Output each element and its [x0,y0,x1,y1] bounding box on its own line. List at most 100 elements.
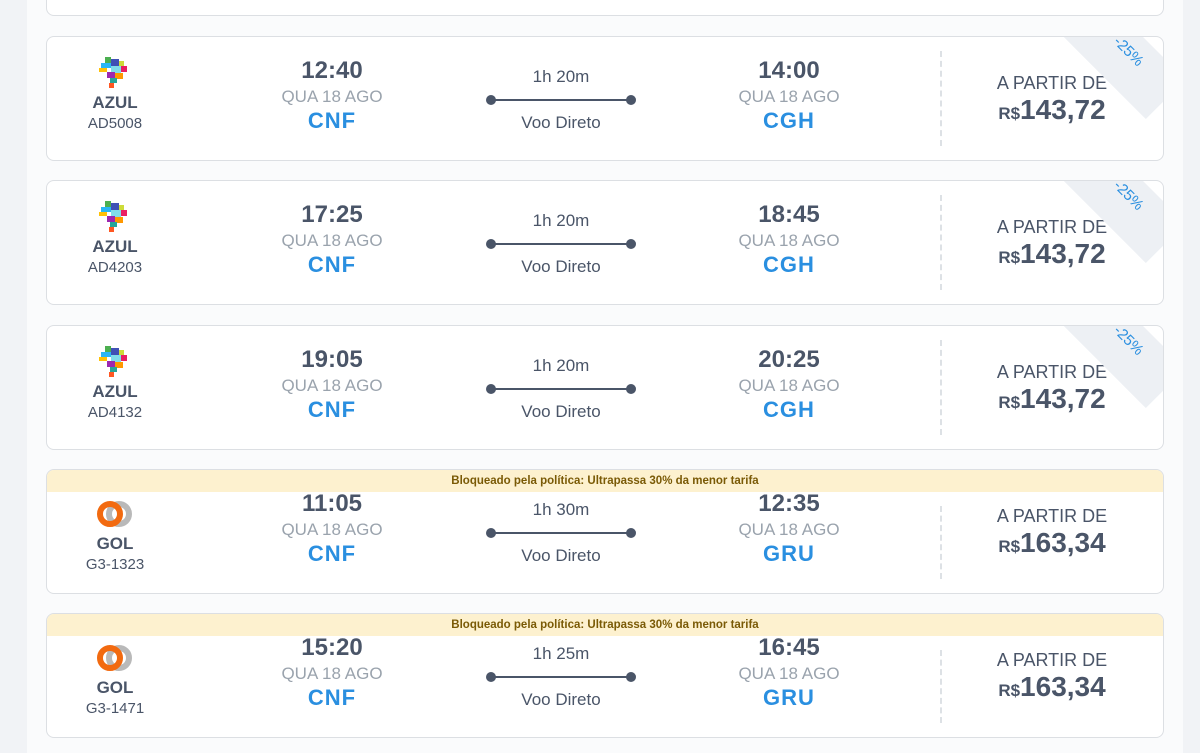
airline-name: AZUL [92,93,138,112]
currency: R$ [998,104,1021,123]
flight-type: Voo Direto [521,690,601,709]
departure-airport: CNF [307,685,357,710]
route-line [486,239,636,249]
price: R$163,34 [947,527,1157,559]
divider [940,51,942,146]
departure: 17:25 QUA 18 AGO CNF [252,201,412,278]
azul-logo-icon [99,201,127,232]
departure-date: QUA 18 AGO [281,376,383,395]
departure-time: 15:20 [301,634,363,661]
airline-logo [83,496,147,532]
departure: 15:20 QUA 18 AGO CNF [252,634,412,711]
airline-logo [83,55,147,91]
price-label: A PARTIR DE [996,650,1108,670]
duration: 1h 25m [532,644,590,663]
arrival-date: QUA 18 AGO [738,87,840,106]
price-label: A PARTIR DE [996,217,1108,237]
arrival: 16:45 QUA 18 AGO GRU [709,634,869,711]
route-line [486,95,636,105]
duration: 1h 20m [532,67,590,86]
airline-name: GOL [96,534,134,553]
departure-date: QUA 18 AGO [281,520,383,539]
flight-card[interactable]: AZUL AD4132 19:05 QUA 18 AGO CNF 1h 20m … [46,325,1164,450]
arrival-airport: CGH [763,252,815,277]
price-block[interactable]: A PARTIR DE R$163,34 [947,650,1157,703]
arrival-time: 14:00 [758,57,820,84]
airline-name: GOL [96,678,134,697]
flight-duration: 1h 30m Voo Direto [486,500,636,566]
departure-time: 17:25 [301,201,363,228]
airline-name: AZUL [92,382,138,401]
flight-type: Voo Direto [521,113,601,132]
flight-duration: 1h 20m Voo Direto [486,356,636,422]
price-block[interactable]: A PARTIR DE R$163,34 [947,506,1157,559]
price-value: 143,72 [1020,383,1106,414]
arrival-airport: GRU [763,685,815,710]
currency: R$ [998,393,1021,412]
arrival-time: 12:35 [758,490,820,517]
arrival-date: QUA 18 AGO [738,520,840,539]
flight-card[interactable]: Bloqueado pela política: Ultrapassa 30% … [46,613,1164,738]
arrival-time: 16:45 [758,634,820,661]
arrival: 14:00 QUA 18 AGO CGH [709,57,869,134]
flight-number: AD5008 [87,115,143,132]
departure-time: 11:05 [301,490,363,517]
flight-number: AD4132 [87,404,143,421]
flight-duration: 1h 25m Voo Direto [486,644,636,710]
price-value: 143,72 [1020,238,1106,269]
currency: R$ [998,537,1021,556]
flight-number: G3-1323 [85,556,145,573]
flight-card[interactable]: AZUL AD4203 17:25 QUA 18 AGO CNF 1h 20m … [46,180,1164,305]
divider [940,195,942,290]
price-block[interactable]: A PARTIR DE R$143,72 [947,217,1157,270]
gol-logo-icon [97,501,132,527]
policy-blocked-banner: Bloqueado pela política: Ultrapassa 30% … [47,614,1163,636]
departure-airport: CNF [307,541,357,566]
price-value: 163,34 [1020,527,1106,558]
airline-info: AZUL AD4132 [83,344,147,421]
flight-duration: 1h 20m Voo Direto [486,67,636,133]
airline-info: AZUL AD4203 [83,199,147,276]
flight-card[interactable]: Bloqueado pela política: Ultrapassa 30% … [46,469,1164,594]
departure-time: 19:05 [301,346,363,373]
departure: 11:05 QUA 18 AGO CNF [252,490,412,567]
flight-card-partial[interactable] [46,0,1164,16]
arrival-time: 20:25 [758,346,820,373]
flight-card[interactable]: AZUL AD5008 12:40 QUA 18 AGO CNF 1h 20m … [46,36,1164,161]
flight-type: Voo Direto [521,402,601,421]
arrival: 18:45 QUA 18 AGO CGH [709,201,869,278]
departure: 19:05 QUA 18 AGO CNF [252,346,412,423]
airline-logo [83,640,147,676]
divider [940,340,942,435]
currency: R$ [998,248,1021,267]
price-block[interactable]: A PARTIR DE R$143,72 [947,362,1157,415]
airline-info: AZUL AD5008 [83,55,147,132]
price-label: A PARTIR DE [996,73,1108,93]
arrival-airport: CGH [763,397,815,422]
arrival: 12:35 QUA 18 AGO GRU [709,490,869,567]
duration: 1h 20m [532,211,590,230]
gol-logo-icon [97,645,132,671]
arrival-airport: CGH [763,108,815,133]
airline-info: GOL G3-1323 [83,496,147,573]
price: R$143,72 [947,94,1157,126]
departure-airport: CNF [307,252,357,277]
price-block[interactable]: A PARTIR DE R$143,72 [947,73,1157,126]
airline-name: AZUL [92,237,138,256]
price-value: 163,34 [1020,671,1106,702]
arrival: 20:25 QUA 18 AGO CGH [709,346,869,423]
arrival-date: QUA 18 AGO [738,664,840,683]
departure-airport: CNF [307,397,357,422]
divider [940,506,942,579]
airline-logo [83,199,147,235]
departure-airport: CNF [307,108,357,133]
currency: R$ [998,681,1021,700]
arrival-date: QUA 18 AGO [738,376,840,395]
azul-logo-icon [99,57,127,88]
price-label: A PARTIR DE [996,362,1108,382]
price: R$163,34 [947,671,1157,703]
airline-logo [83,344,147,380]
price-label: A PARTIR DE [996,506,1108,526]
price-value: 143,72 [1020,94,1106,125]
flight-duration: 1h 20m Voo Direto [486,211,636,277]
